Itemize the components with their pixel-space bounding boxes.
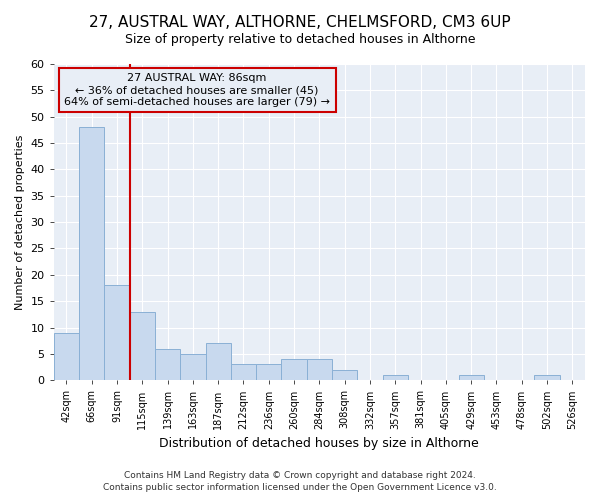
Bar xyxy=(54,333,79,380)
Bar xyxy=(281,359,307,380)
Bar xyxy=(383,375,408,380)
Bar xyxy=(180,354,206,380)
Bar xyxy=(155,348,180,380)
Bar xyxy=(535,375,560,380)
Text: Contains HM Land Registry data © Crown copyright and database right 2024.
Contai: Contains HM Land Registry data © Crown c… xyxy=(103,471,497,492)
Bar xyxy=(130,312,155,380)
Bar xyxy=(307,359,332,380)
Y-axis label: Number of detached properties: Number of detached properties xyxy=(15,134,25,310)
Bar xyxy=(458,375,484,380)
Bar xyxy=(231,364,256,380)
X-axis label: Distribution of detached houses by size in Althorne: Distribution of detached houses by size … xyxy=(160,437,479,450)
Bar xyxy=(256,364,281,380)
Bar xyxy=(206,344,231,380)
Text: Size of property relative to detached houses in Althorne: Size of property relative to detached ho… xyxy=(125,32,475,46)
Bar xyxy=(79,128,104,380)
Text: 27, AUSTRAL WAY, ALTHORNE, CHELMSFORD, CM3 6UP: 27, AUSTRAL WAY, ALTHORNE, CHELMSFORD, C… xyxy=(89,15,511,30)
Text: 27 AUSTRAL WAY: 86sqm
← 36% of detached houses are smaller (45)
64% of semi-deta: 27 AUSTRAL WAY: 86sqm ← 36% of detached … xyxy=(64,74,330,106)
Bar xyxy=(104,286,130,380)
Bar xyxy=(332,370,358,380)
